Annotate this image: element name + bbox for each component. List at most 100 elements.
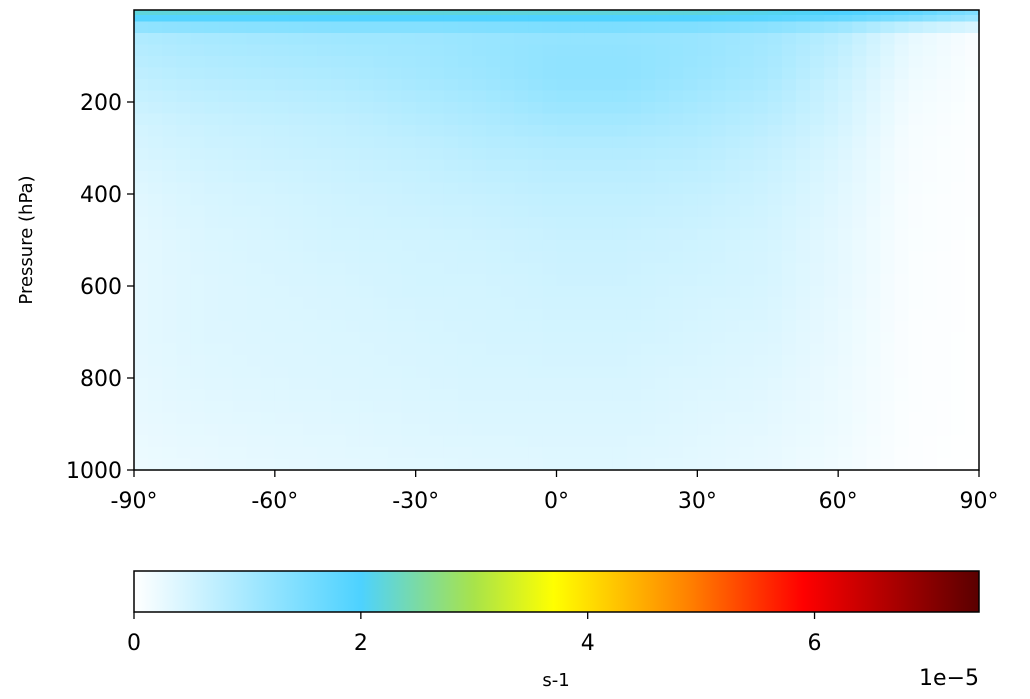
heatmap-cell bbox=[894, 320, 910, 333]
heatmap-cell bbox=[176, 56, 191, 69]
heatmap-cell bbox=[162, 309, 177, 322]
heatmap-cell bbox=[246, 182, 262, 195]
heatmap-cell bbox=[331, 343, 346, 356]
heatmap-cell bbox=[922, 447, 938, 460]
heatmap-cell bbox=[711, 79, 727, 92]
heatmap-cell bbox=[683, 240, 698, 253]
heatmap-cell bbox=[486, 424, 501, 437]
heatmap-cell bbox=[387, 412, 403, 425]
heatmap-cell bbox=[739, 332, 755, 345]
heatmap-cell bbox=[739, 366, 755, 379]
heatmap-cell bbox=[922, 148, 938, 161]
heatmap-cell bbox=[852, 148, 867, 161]
heatmap-cell bbox=[964, 10, 980, 15]
heatmap-cell bbox=[626, 136, 642, 149]
heatmap-cell bbox=[655, 182, 670, 195]
heatmap-cell bbox=[429, 56, 445, 69]
heatmap-cell bbox=[725, 194, 741, 207]
heatmap-cell bbox=[359, 240, 375, 253]
heatmap-cell bbox=[317, 67, 332, 80]
heatmap-cell bbox=[457, 355, 473, 368]
heatmap-cell bbox=[303, 217, 318, 230]
heatmap-cell bbox=[922, 44, 938, 57]
heatmap-cell bbox=[176, 412, 191, 425]
heatmap-cell bbox=[486, 458, 501, 471]
heatmap-cell bbox=[528, 389, 544, 402]
heatmap-cell bbox=[866, 458, 882, 471]
heatmap-cell bbox=[655, 424, 670, 437]
heatmap-cell bbox=[288, 435, 304, 448]
heatmap-cell bbox=[134, 412, 149, 425]
heatmap-cell bbox=[415, 297, 431, 310]
heatmap-cell bbox=[936, 320, 952, 333]
heatmap-cell bbox=[232, 263, 248, 276]
heatmap-cell bbox=[401, 412, 417, 425]
heatmap-cell bbox=[542, 263, 558, 276]
heatmap-cell bbox=[795, 113, 811, 126]
heatmap-cell bbox=[964, 79, 980, 92]
heatmap-cell bbox=[415, 343, 431, 356]
heatmap-cell bbox=[739, 424, 755, 437]
heatmap-cell bbox=[810, 412, 825, 425]
heatmap-cell bbox=[767, 125, 783, 138]
heatmap-cell bbox=[345, 194, 360, 207]
heatmap-cell bbox=[697, 435, 713, 448]
heatmap-cell bbox=[162, 251, 177, 264]
heatmap-cell bbox=[739, 102, 755, 115]
heatmap-cell bbox=[401, 44, 417, 57]
heatmap-cell bbox=[190, 320, 206, 333]
heatmap-cell bbox=[288, 228, 304, 241]
heatmap-cell bbox=[626, 332, 642, 345]
heatmap-cell bbox=[838, 21, 853, 34]
heatmap-cell bbox=[162, 228, 177, 241]
heatmap-cell bbox=[415, 263, 431, 276]
heatmap-cell bbox=[359, 401, 375, 414]
heatmap-cell bbox=[922, 217, 938, 230]
heatmap-cell bbox=[584, 412, 600, 425]
heatmap-cell bbox=[331, 447, 346, 460]
heatmap-cell bbox=[795, 90, 811, 103]
heatmap-cell bbox=[218, 412, 234, 425]
heatmap-cell bbox=[260, 171, 276, 184]
heatmap-cell bbox=[964, 33, 980, 46]
heatmap-cell bbox=[373, 217, 389, 230]
heatmap-cell bbox=[753, 217, 769, 230]
heatmap-cell bbox=[176, 378, 191, 391]
heatmap-cell bbox=[331, 125, 346, 138]
heatmap-cell bbox=[246, 309, 262, 322]
heatmap-cell bbox=[950, 401, 966, 414]
heatmap-cell bbox=[753, 113, 769, 126]
heatmap-cell bbox=[190, 435, 206, 448]
heatmap-cell bbox=[387, 228, 403, 241]
heatmap-cell bbox=[457, 10, 473, 15]
heatmap-cell bbox=[246, 286, 262, 299]
heatmap-cell bbox=[218, 389, 234, 402]
heatmap-cell bbox=[429, 355, 445, 368]
heatmap-cell bbox=[795, 412, 811, 425]
heatmap-cell bbox=[472, 56, 487, 69]
heatmap-cell bbox=[781, 44, 797, 57]
heatmap-cell bbox=[373, 424, 389, 437]
heatmap-cell bbox=[767, 240, 783, 253]
heatmap-cell bbox=[711, 366, 727, 379]
heatmap-cell bbox=[908, 171, 924, 184]
heatmap-cell bbox=[500, 424, 515, 437]
heatmap-cell bbox=[148, 102, 163, 115]
heatmap-cell bbox=[542, 33, 558, 46]
heatmap-cell bbox=[246, 378, 262, 391]
heatmap-cell bbox=[795, 21, 811, 34]
heatmap-cell bbox=[443, 240, 459, 253]
heatmap-cell bbox=[753, 10, 769, 15]
heatmap-cell bbox=[345, 79, 360, 92]
heatmap-cell bbox=[443, 44, 459, 57]
heatmap-cell bbox=[598, 297, 614, 310]
heatmap-cell bbox=[303, 240, 318, 253]
heatmap-cell bbox=[401, 447, 417, 460]
heatmap-cell bbox=[528, 251, 544, 264]
heatmap-cell bbox=[486, 125, 501, 138]
heatmap-cell bbox=[598, 205, 614, 218]
heatmap-cell bbox=[190, 286, 206, 299]
heatmap-cell bbox=[401, 21, 417, 34]
heatmap-cell bbox=[528, 240, 544, 253]
heatmap-cell bbox=[162, 240, 177, 253]
